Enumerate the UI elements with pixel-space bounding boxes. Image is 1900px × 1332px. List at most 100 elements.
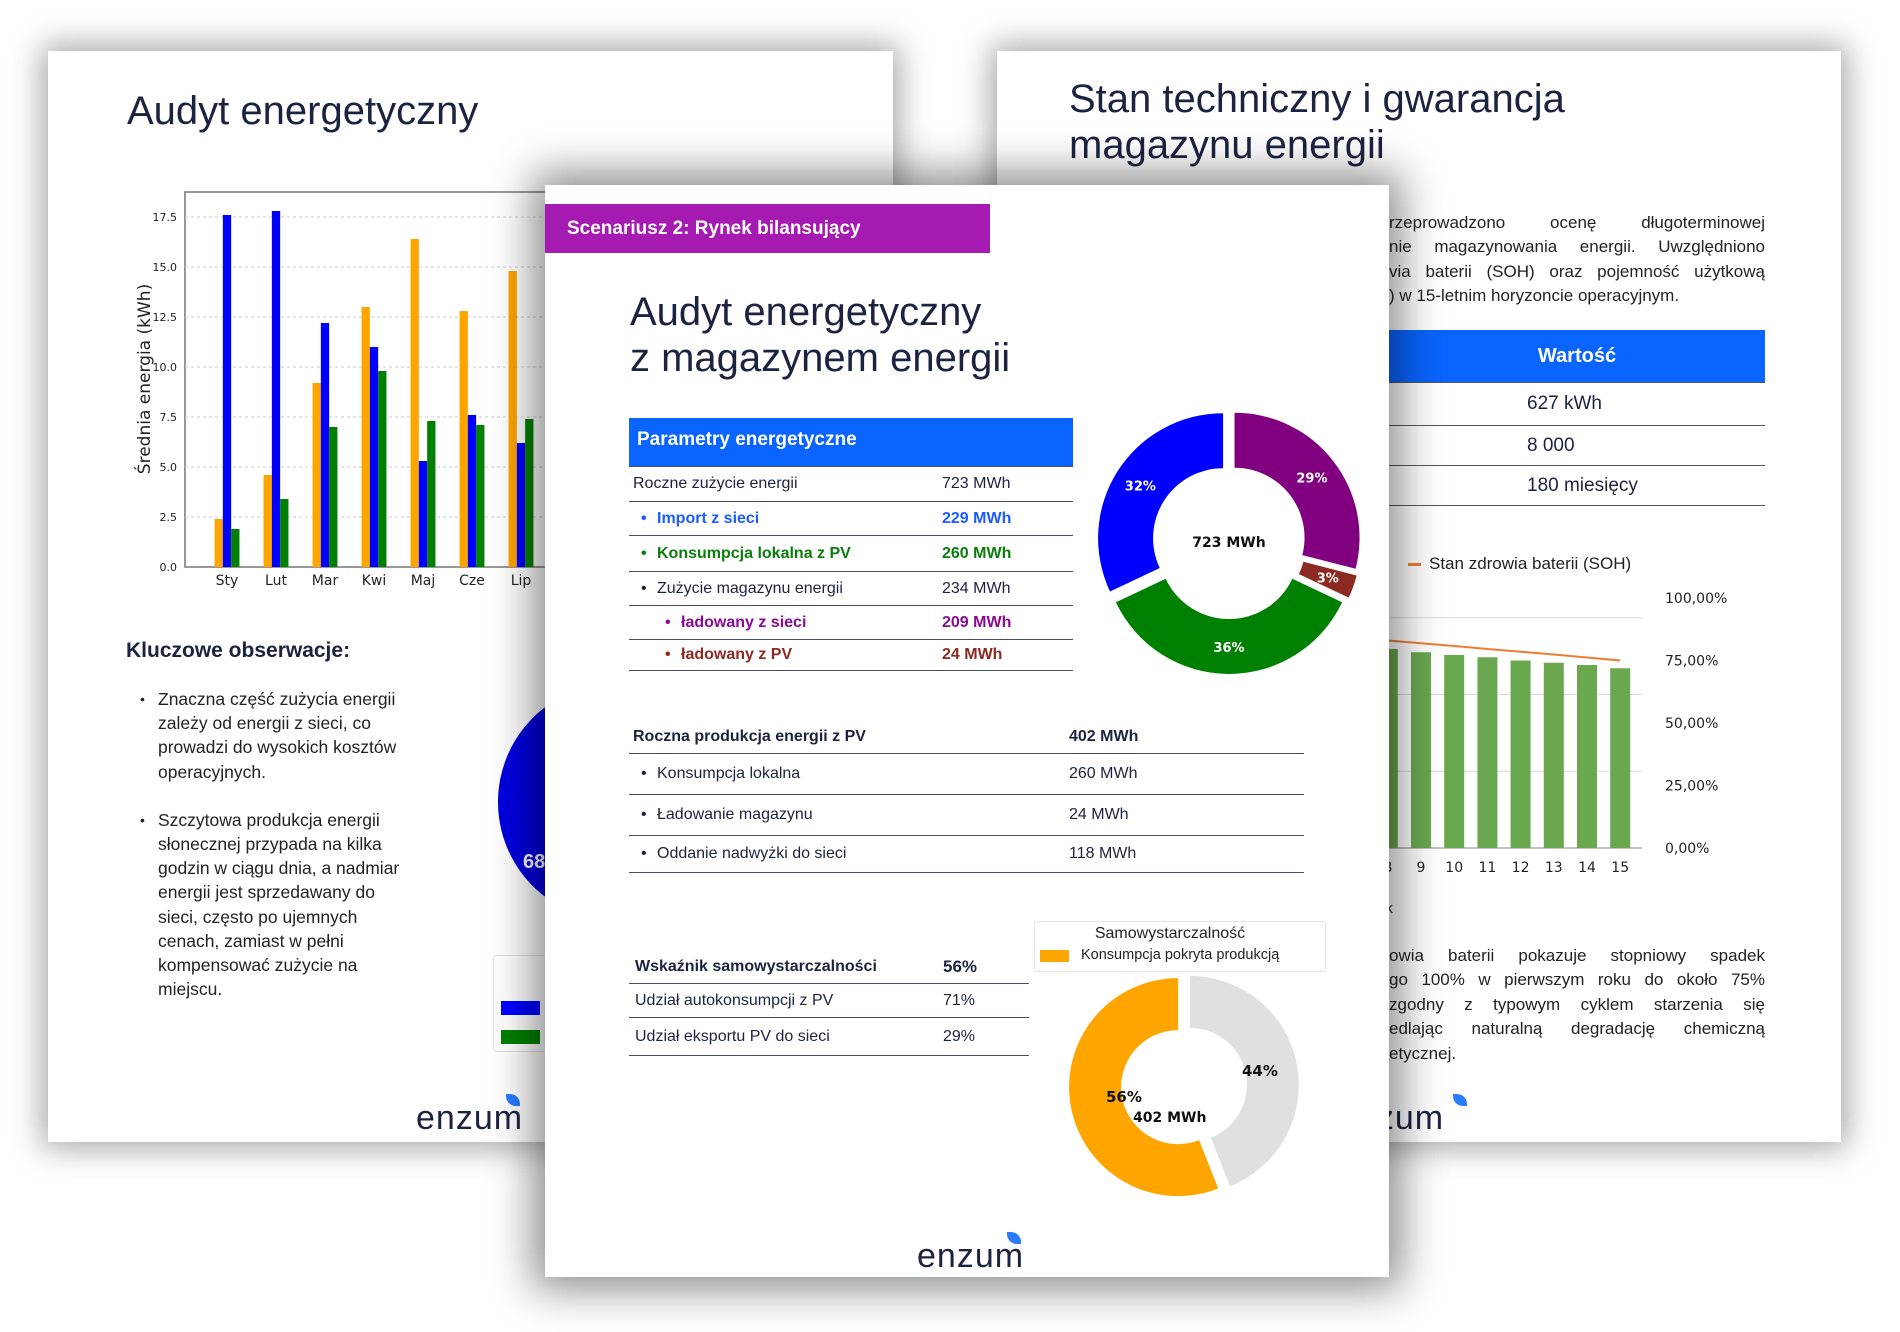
text-line: via baterii (SOH) oraz pojemność użytkow…: [1389, 261, 1765, 281]
bullet: •: [641, 845, 647, 862]
text-line: rzeprowadzono ocenę długoterminowej: [1389, 213, 1765, 232]
bullet: •: [665, 646, 671, 663]
bar: [418, 461, 428, 567]
self-sufficiency-table: Wskaźnik samowystarczalności 56% Udział a…: [629, 951, 1029, 1056]
donut-slice: [1115, 578, 1343, 675]
table-row: • ładowany z sieci 209 MWh: [629, 606, 1073, 640]
bar: [1477, 657, 1498, 848]
battery-table: Wartość 627 kWh 8 000 180 miesięcy: [1389, 330, 1765, 506]
scenario-banner: Scenariusz 2: Rynek bilansujący: [545, 204, 990, 253]
y-tick-label: 50,00%: [1665, 716, 1718, 732]
text-line: edlając naturalną degradację chemiczną: [1389, 1019, 1765, 1039]
page-title: Audyt energetyczny z magazynem energii: [630, 289, 1010, 381]
bar: [320, 323, 330, 567]
energy-parameters-table: Parametry energetyczne Roczne zużycie en…: [629, 418, 1073, 671]
row-value: 24 MWh: [1069, 806, 1129, 823]
summary-paragraph: owia baterii pokazuje stopniowy spadek g…: [1389, 944, 1765, 1066]
bar: [378, 371, 387, 567]
y-tick-label: 15.0: [153, 261, 178, 274]
y-tick-label: 12.5: [153, 311, 178, 324]
row-value: 24 MWh: [942, 646, 1003, 663]
row-label: ładowany z PV: [681, 646, 793, 663]
donut-slice: [1189, 975, 1299, 1187]
table-row: Udział autokonsumpcji z PV 71%: [629, 984, 1029, 1018]
legend-title: Samowystarczalność: [1094, 925, 1246, 942]
slice-label: 3%: [1317, 572, 1339, 587]
table-row: • Ładowanie magazynu 24 MWh: [629, 795, 1304, 836]
text-line: sieci, często po ujemnych: [158, 906, 358, 927]
bar: [361, 307, 370, 567]
row-value: 209 MWh: [942, 613, 1012, 631]
legend-label: Konsumpcja pokryta produkcją: [1081, 947, 1280, 963]
text-line: miejscu.: [158, 979, 223, 1000]
text-line: prowadzi do wysokich kosztów: [158, 737, 397, 758]
legend-swatch-green: [501, 1030, 540, 1044]
row-label: Import z sieci: [657, 509, 760, 527]
table-cell: 8 000: [1389, 426, 1765, 466]
bar: [467, 415, 477, 567]
x-tick-label: Lut: [265, 573, 287, 589]
row-label: ładowany z sieci: [681, 613, 807, 631]
observations-list: Znaczna część zużycia energii zależy od e…: [126, 687, 456, 1025]
x-tick-label: Mar: [312, 573, 339, 589]
donut-center-label: 402 MWh: [1133, 1110, 1206, 1126]
bullet: •: [641, 544, 647, 562]
x-tick-label: Cze: [459, 573, 485, 589]
text-line: energii jest sprzedawany do: [158, 882, 375, 903]
table-cell: 180 miesięcy: [1389, 466, 1765, 506]
pie-label: 68: [523, 851, 546, 873]
table-header: Wskaźnik samowystarczalności 56%: [629, 951, 1029, 984]
text-line: cenach, zamiast w pełni: [158, 930, 344, 951]
observation-item: Znaczna część zużycia energii zależy od e…: [126, 687, 456, 784]
table-header: Parametry energetyczne: [629, 418, 1073, 467]
page-title: Stan techniczny i gwarancja magazynu ene…: [1069, 76, 1565, 168]
row-label: Udział autokonsumpcji z PV: [635, 991, 834, 1009]
bar: [214, 519, 223, 567]
legend-label: Stan zdrowia baterii (SOH): [1429, 554, 1632, 573]
row-value: 56%: [943, 957, 978, 976]
table-header: Roczna produkcja energii z PV 402 MWh: [629, 721, 1304, 754]
row-label: Udział eksportu PV do sieci: [635, 1027, 830, 1045]
x-tick-label: Lip: [511, 573, 532, 589]
donut-center-label: 723 MWh: [1192, 535, 1265, 551]
y-tick-label: 2.5: [160, 511, 178, 524]
row-value: 234 MWh: [942, 579, 1011, 597]
enzum-logo: enzum: [917, 1237, 1025, 1275]
legend-swatch-blue: [501, 1001, 540, 1015]
bar: [1543, 662, 1564, 848]
bar: [369, 347, 379, 567]
bar: [263, 475, 272, 567]
observations-heading: Kluczowe obserwacje:: [126, 639, 351, 662]
row-value: 118 MWh: [1069, 845, 1137, 862]
row-label: Oddanie nadwyżki do sieci: [657, 845, 847, 862]
text-line: go 100% w pierwszym roku do około 75%: [1389, 970, 1765, 990]
row-label: Ładowanie magazynu: [657, 806, 813, 823]
bar: [427, 421, 436, 567]
bar: [516, 443, 526, 567]
y-axis-label: Średnia energia (kWh): [133, 284, 155, 474]
bullet: •: [641, 579, 647, 597]
title-line: Audyt energetyczny: [630, 290, 982, 334]
x-tick-label: Maj: [411, 573, 436, 589]
x-tick-label: Sty: [216, 573, 239, 589]
row-value: 29%: [943, 1027, 976, 1045]
donut-slice: [1234, 412, 1360, 569]
bar: [410, 239, 419, 567]
x-tick-label: Kwi: [362, 573, 387, 589]
x-tick-label: 11: [1478, 860, 1496, 876]
text-line: kompensować zużycie na: [158, 955, 358, 976]
intro-paragraph: rzeprowadzono ocenę długoterminowej nie …: [1389, 211, 1765, 309]
row-label: Roczna produkcja energii z PV: [633, 728, 866, 745]
pv-production-table: Roczna produkcja energii z PV 402 MWh • Ko…: [629, 721, 1304, 873]
x-tick-label: 15: [1611, 860, 1629, 876]
bar: [271, 211, 281, 567]
observation-item: Szczytowa produkcja energii słonecznej pr…: [126, 808, 456, 1002]
table-row: • Konsumpcja lokalna z PV 260 MWh: [629, 536, 1073, 572]
slice-label: 29%: [1296, 472, 1327, 487]
y-tick-label: 100,00%: [1665, 591, 1727, 607]
bar: [312, 383, 321, 567]
legend-swatch: [1040, 950, 1069, 962]
row-label: Wskaźnik samowystarczalności: [635, 958, 877, 975]
text-line: zależy od energii z sieci, co: [158, 713, 372, 734]
x-tick-label: 9: [1417, 860, 1426, 876]
